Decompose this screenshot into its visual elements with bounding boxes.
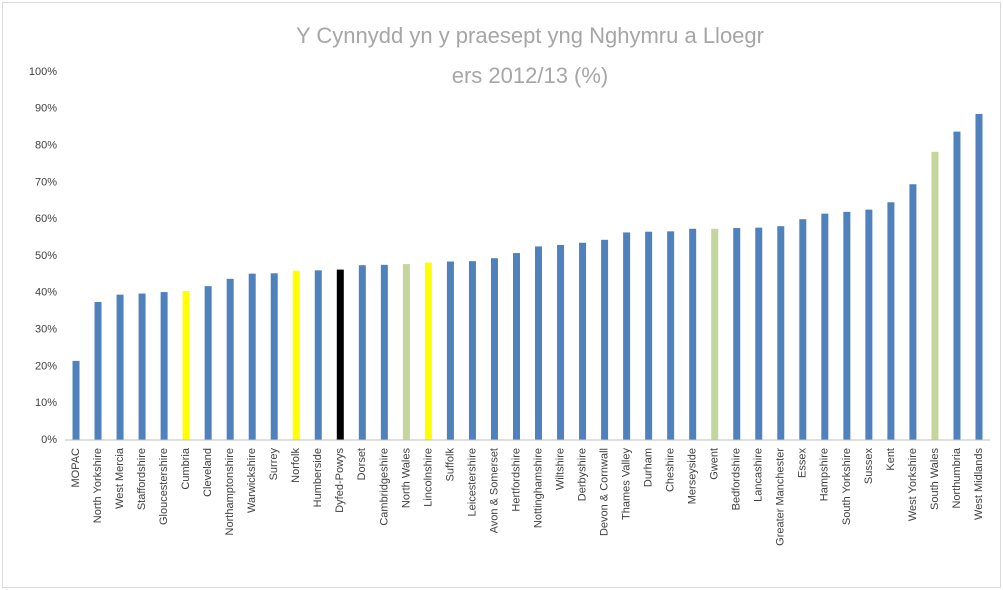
bar bbox=[182, 290, 190, 440]
x-tick-label: Cumbria bbox=[180, 447, 192, 489]
x-tick-label: Lincolnshire bbox=[422, 448, 434, 507]
y-tick-label: 100% bbox=[29, 66, 57, 78]
bar bbox=[512, 253, 520, 440]
bar bbox=[931, 151, 939, 440]
x-tick-label: North Yorkshire bbox=[92, 448, 104, 523]
x-tick-label: Durham bbox=[643, 448, 655, 487]
x-tick-label: Northumbria bbox=[951, 447, 963, 508]
bar bbox=[623, 232, 631, 440]
x-tick-label: Essex bbox=[797, 448, 809, 478]
bar bbox=[490, 258, 498, 440]
y-tick-label: 50% bbox=[35, 250, 57, 262]
bar bbox=[380, 264, 388, 440]
chart-title: Y Cynnydd yn y praesept yng Nghymru a Ll… bbox=[296, 23, 764, 48]
bar bbox=[402, 264, 410, 440]
x-tick-label: Sussex bbox=[863, 448, 875, 485]
x-tick-label: Northamptonshire bbox=[224, 448, 236, 535]
y-tick-label: 90% bbox=[35, 103, 57, 115]
x-tick-label: West Mercia bbox=[114, 447, 126, 509]
y-tick-label: 70% bbox=[35, 176, 57, 188]
x-tick-label: Suffolk bbox=[444, 448, 456, 482]
x-tick-label: Cheshire bbox=[665, 448, 677, 492]
bar bbox=[799, 219, 807, 440]
bar bbox=[248, 273, 256, 440]
x-tick-label: South Wales bbox=[929, 448, 941, 510]
bar bbox=[358, 265, 366, 440]
bar bbox=[535, 246, 543, 440]
x-tick-label: West Yorkshire bbox=[907, 448, 919, 521]
bar bbox=[292, 270, 300, 440]
x-tick-label: Dyfed-Powys bbox=[334, 448, 346, 513]
x-tick-label: Kent bbox=[885, 448, 897, 471]
bar bbox=[667, 231, 675, 440]
x-tick-label: Greater Manchester bbox=[775, 448, 787, 546]
bar bbox=[446, 261, 454, 440]
x-tick-label: Humberside bbox=[312, 448, 324, 507]
bar bbox=[689, 228, 697, 440]
x-tick-label: Hampshire bbox=[819, 448, 831, 501]
x-tick-label: Norfolk bbox=[290, 448, 302, 483]
bar bbox=[953, 131, 961, 440]
bar bbox=[314, 270, 322, 440]
y-tick-label: 30% bbox=[35, 324, 57, 336]
chart-title: ers 2012/13 (%) bbox=[452, 63, 609, 88]
x-tick-label: Dorset bbox=[356, 448, 368, 480]
bar bbox=[138, 293, 146, 440]
bar bbox=[887, 202, 895, 440]
bar bbox=[755, 227, 763, 440]
bar bbox=[645, 231, 653, 440]
bar bbox=[909, 184, 917, 440]
y-tick-label: 10% bbox=[35, 397, 57, 409]
bar bbox=[204, 286, 212, 440]
x-tick-label: South Yorkshire bbox=[841, 448, 853, 525]
bar bbox=[777, 226, 785, 440]
x-tick-label: North Wales bbox=[400, 448, 412, 509]
bar bbox=[160, 292, 168, 440]
bar bbox=[843, 211, 851, 440]
x-tick-label: Leicestershire bbox=[466, 448, 478, 516]
x-tick-label: Avon & Somerset bbox=[488, 448, 500, 533]
x-tick-label: Merseyside bbox=[687, 448, 699, 504]
bar bbox=[821, 213, 829, 440]
y-tick-label: 0% bbox=[41, 434, 57, 446]
bar bbox=[601, 239, 609, 440]
y-tick-label: 60% bbox=[35, 213, 57, 225]
bar bbox=[468, 261, 476, 440]
x-tick-label: Nottinghamshire bbox=[532, 448, 544, 528]
x-tick-label: Hertfordshire bbox=[510, 448, 522, 512]
x-tick-label: Gloucestershire bbox=[158, 448, 170, 525]
x-tick-label: Cambridgeshire bbox=[378, 448, 390, 526]
x-tick-label: MOPAC bbox=[70, 448, 82, 488]
x-tick-label: Surrey bbox=[268, 448, 280, 481]
bar bbox=[557, 244, 565, 440]
x-tick-label: Staffordshire bbox=[136, 448, 148, 510]
bar bbox=[579, 242, 587, 440]
x-tick-label: Wiltshire bbox=[554, 448, 566, 490]
bar bbox=[424, 262, 432, 440]
x-tick-label: Gwent bbox=[709, 448, 721, 480]
y-tick-label: 20% bbox=[35, 360, 57, 372]
x-tick-label: Devon & Cornwall bbox=[598, 448, 610, 536]
bar bbox=[72, 360, 80, 440]
bar bbox=[711, 228, 719, 440]
x-tick-label: Thames Valley bbox=[621, 448, 633, 520]
bar bbox=[975, 113, 983, 441]
bar bbox=[226, 278, 234, 440]
bar bbox=[94, 302, 102, 440]
x-tick-label: Cleveland bbox=[202, 448, 214, 497]
bar bbox=[336, 269, 344, 440]
bar bbox=[733, 228, 741, 440]
x-tick-label: Warwickshire bbox=[246, 448, 258, 513]
bar bbox=[270, 273, 278, 440]
y-tick-label: 40% bbox=[35, 287, 57, 299]
bar bbox=[865, 209, 873, 440]
y-tick-label: 80% bbox=[35, 140, 57, 152]
x-tick-label: West Midlands bbox=[973, 448, 985, 520]
x-tick-label: Derbyshire bbox=[576, 448, 588, 501]
bar bbox=[116, 294, 124, 440]
x-tick-label: Bedfordshire bbox=[731, 448, 743, 510]
x-tick-label: Lancashire bbox=[753, 448, 765, 502]
